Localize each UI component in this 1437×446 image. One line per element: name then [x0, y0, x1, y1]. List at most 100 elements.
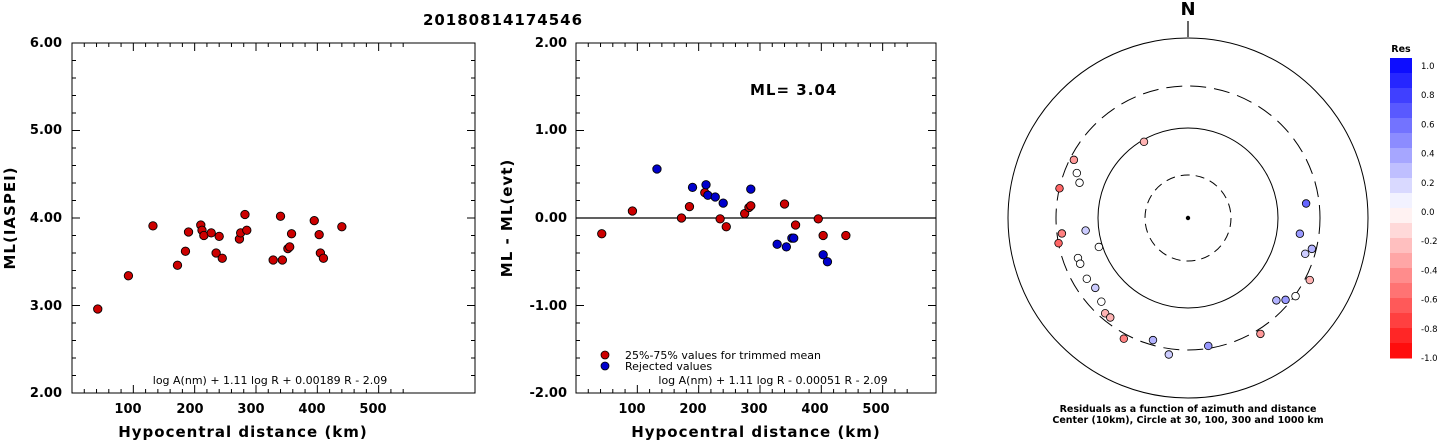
residual-points: [1054, 137, 1317, 359]
middle-xtick-label: 500: [862, 402, 889, 417]
residual-point: [1091, 283, 1100, 293]
ml-point: [217, 253, 227, 263]
colorbar-segment: [1390, 193, 1412, 209]
legend-trimmed-label: 25%-75% values for trimmed mean: [625, 349, 821, 362]
colorbar-segment: [1390, 103, 1412, 119]
middle-xtick-label: 200: [679, 402, 706, 417]
middle-ytick-label: 1.00: [535, 123, 567, 138]
residual-point: [1054, 238, 1063, 248]
trimmed-point: [627, 206, 638, 216]
colorbar-segment: [1390, 118, 1412, 134]
legend: 25%-75% values for trimmed mean Rejected…: [600, 349, 821, 373]
caption-line-1: Residuals as a function of azimuth and d…: [1060, 404, 1317, 415]
left-ytick-label: 2.00: [30, 386, 62, 401]
legend-rejected-marker: [600, 361, 610, 371]
ring-300km: [1055, 85, 1321, 351]
colorbar-segment: [1390, 313, 1412, 329]
residual-point: [1069, 155, 1079, 165]
rejected-point: [818, 250, 828, 260]
residual-point: [1119, 334, 1129, 343]
middle-ytick-label: 2.00: [535, 36, 567, 51]
trimmed-point: [715, 214, 725, 224]
left-ytick-label: 4.00: [30, 211, 62, 226]
left-xtick-label: 400: [298, 402, 325, 417]
colorbar-tick-label: 1.0: [1421, 62, 1435, 72]
colorbar-segment: [1390, 283, 1412, 299]
trimmed-point: [813, 214, 823, 224]
ml-point: [277, 255, 288, 265]
middle-xtick-label: 400: [801, 402, 828, 417]
residual-point: [1164, 350, 1174, 359]
left-xtick-label: 200: [176, 402, 203, 417]
left-y-axis-label: ML(IASPEI): [1, 166, 19, 269]
colorbar-segment: [1390, 58, 1412, 74]
rejected-point: [687, 182, 698, 193]
residual-point: [1082, 274, 1092, 284]
left-ytick-labels: 2.00 3.00 4.00 5.00 6.00: [30, 36, 62, 401]
colorbar-tick-label: -0.2: [1421, 237, 1437, 247]
trimmed-point: [597, 229, 607, 239]
ml-point: [180, 246, 191, 256]
left-ytick-label: 3.00: [30, 299, 62, 314]
colorbar-segment: [1390, 148, 1412, 164]
ml-point: [318, 253, 329, 263]
colorbar-segment: [1390, 223, 1412, 239]
colorbar-tick-label: 0.4: [1421, 150, 1435, 160]
residual-point: [1281, 295, 1290, 305]
colorbar-segment: [1390, 73, 1412, 89]
colorbar-segment: [1390, 253, 1412, 269]
center-dot: [1185, 215, 1191, 221]
ring-1000km: [1007, 37, 1369, 399]
ml-point: [268, 255, 278, 265]
ring-30km: [1144, 174, 1232, 262]
colorbar-segment: [1390, 88, 1412, 104]
residual-point: [1272, 296, 1281, 305]
ml-point: [242, 225, 252, 235]
residual-point: [1075, 178, 1084, 187]
ml-point: [148, 221, 158, 231]
left-xtick-label: 100: [114, 402, 141, 417]
colorbar-tick-label: -1.0: [1421, 354, 1437, 364]
colorbar-title: Res: [1391, 44, 1411, 55]
colorbar: [1390, 58, 1412, 359]
left-plot-frame: [71, 42, 476, 394]
ml-point: [314, 229, 324, 240]
colorbar-segment: [1390, 238, 1412, 254]
rejected-point: [746, 184, 756, 194]
left-xtick-labels: 100 200 300 400 500: [114, 402, 386, 417]
left-ytick-label: 5.00: [30, 123, 62, 138]
middle-formula: log A(nm) + 1.11 log R - 0.00051 R - 2.0…: [658, 374, 887, 387]
colorbar-tick-label: -0.6: [1421, 296, 1437, 306]
rejected-point: [718, 198, 728, 208]
trimmed-point: [790, 220, 801, 230]
middle-y-axis-label: ML - ML(evt): [498, 159, 516, 277]
right-panel: N Residuals as a function of azimuth and…: [1007, 0, 1437, 426]
left-points: [93, 209, 347, 314]
residual-point: [1106, 313, 1115, 322]
middle-xtick-label: 300: [740, 402, 767, 417]
trimmed-point: [746, 201, 756, 211]
colorbar-tick-label: 0.6: [1421, 120, 1435, 130]
residual-point: [1094, 242, 1104, 252]
colorbar-tick-labels: 1.0 0.8 0.6 0.4 0.2 0.0 -0.2 -0.4 -0.6 -0.8 -1.0: [1421, 62, 1437, 364]
residual-point: [1256, 329, 1265, 339]
trimmed-point: [676, 213, 687, 223]
ml-point: [309, 215, 319, 226]
colorbar-tick-label: 0.2: [1421, 179, 1435, 189]
legend-trimmed-marker: [600, 350, 610, 360]
rejected-point: [789, 233, 799, 243]
colorbar-segment: [1390, 298, 1412, 314]
left-panel: 2.00 3.00 4.00 5.00 6.00 100 200 300 400…: [1, 36, 476, 441]
residual-point: [1295, 229, 1305, 238]
rejected-point: [710, 192, 720, 202]
figure-title: 20180814174546: [423, 11, 583, 29]
middle-panel: -2.00 -1.00 0.00 1.00 2.00 100 200 300 4…: [498, 36, 937, 441]
residual-point: [1097, 297, 1106, 306]
trimmed-point: [779, 199, 790, 209]
left-ticks: [71, 42, 475, 394]
trimmed-point: [684, 201, 695, 212]
colorbar-segment: [1390, 208, 1412, 224]
ml-point: [211, 248, 221, 258]
rejected-point: [781, 242, 792, 252]
residual-point: [1148, 335, 1158, 345]
